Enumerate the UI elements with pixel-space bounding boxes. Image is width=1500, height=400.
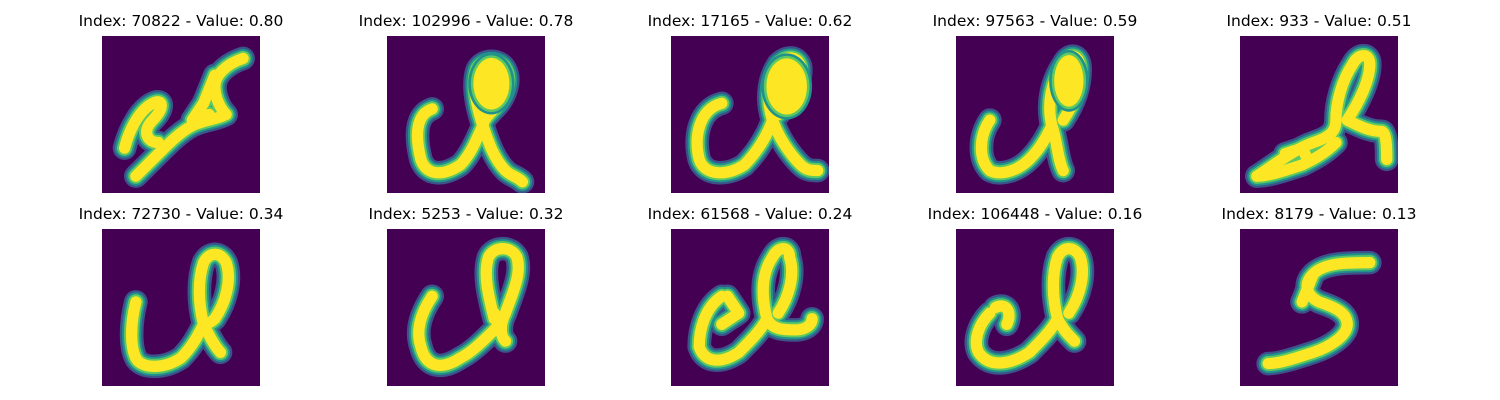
panel-title: Index: 72730 - Value: 0.34 (78, 205, 284, 223)
panel-title: Index: 5253 - Value: 0.32 (368, 205, 564, 223)
panel-5: Index: 933 - Value: 0.51 (1199, 12, 1439, 194)
panel-2: Index: 102996 - Value: 0.78 (346, 12, 586, 194)
digit-image (956, 229, 1114, 386)
panel-title: Index: 933 - Value: 0.51 (1226, 12, 1412, 30)
panel-6: Index: 72730 - Value: 0.34 (61, 205, 301, 387)
digit-image (1240, 36, 1398, 193)
panel-title: Index: 8179 - Value: 0.13 (1221, 205, 1417, 223)
panel-title: Index: 106448 - Value: 0.16 (927, 205, 1143, 223)
panel-title: Index: 61568 - Value: 0.24 (647, 205, 853, 223)
digit-image (102, 229, 260, 386)
digit-image (671, 36, 829, 193)
panel-9: Index: 106448 - Value: 0.16 (915, 205, 1155, 387)
panel-10: Index: 8179 - Value: 0.13 (1199, 205, 1439, 387)
digit-image (387, 36, 545, 193)
panel-8: Index: 61568 - Value: 0.24 (630, 205, 870, 387)
digit-image (1240, 229, 1398, 386)
panel-4: Index: 97563 - Value: 0.59 (915, 12, 1155, 194)
panel-7: Index: 5253 - Value: 0.32 (346, 205, 586, 387)
panel-title: Index: 97563 - Value: 0.59 (932, 12, 1138, 30)
digit-image (102, 36, 260, 193)
panel-title: Index: 17165 - Value: 0.62 (647, 12, 853, 30)
panel-3: Index: 17165 - Value: 0.62 (630, 12, 870, 194)
digit-image (671, 229, 829, 386)
panel-1: Index: 70822 - Value: 0.80 (61, 12, 301, 194)
panel-title: Index: 102996 - Value: 0.78 (358, 12, 574, 30)
digit-image (956, 36, 1114, 193)
panel-title: Index: 70822 - Value: 0.80 (78, 12, 284, 30)
digit-image (387, 229, 545, 386)
